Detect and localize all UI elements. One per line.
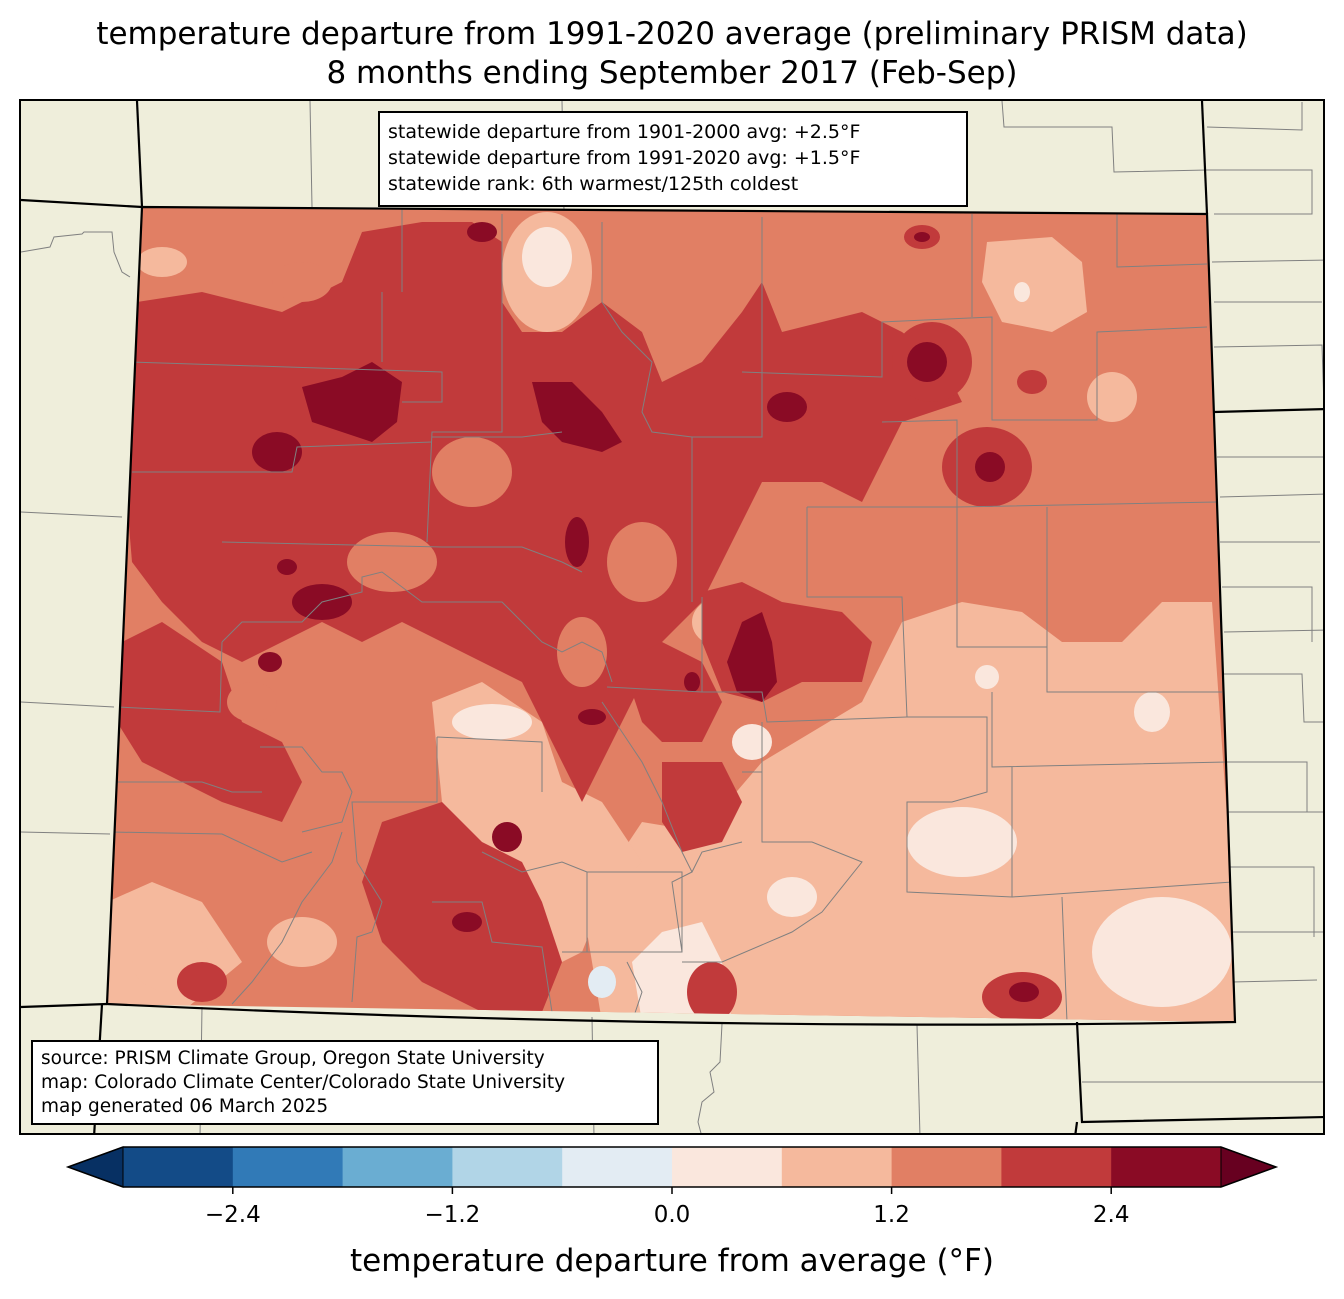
colorado-county-lines xyxy=(109,207,1233,1022)
colorbar-bins xyxy=(123,1147,1222,1187)
colorbar-bin-7 xyxy=(891,1147,1002,1187)
map-title-line-1: temperature departure from 1991-2020 ave… xyxy=(96,16,1248,52)
colorbar-bin-9 xyxy=(1111,1147,1222,1187)
stats-rank: statewide rank: 6th warmest/125th coldes… xyxy=(388,173,799,195)
map-credit: map: Colorado Climate Center/Colorado St… xyxy=(41,1072,566,1093)
map-panel xyxy=(19,99,1325,1135)
source-credit: source: PRISM Climate Group, Oregon Stat… xyxy=(41,1048,545,1069)
colorbar-tick-label: 2.4 xyxy=(1093,1202,1130,1228)
map-title-line-2: 8 months ending September 2017 (Feb-Sep) xyxy=(326,55,1018,91)
colorado-temperature-map xyxy=(21,101,1323,1133)
temperature-departure-field xyxy=(107,207,1235,1022)
colorbar-under-arrow xyxy=(66,1146,124,1188)
colorbar-tick-label: −1.2 xyxy=(424,1202,480,1228)
colorbar-bin-5 xyxy=(672,1147,783,1187)
colorbar-tick-label: 0.0 xyxy=(654,1202,691,1228)
statewide-stats-box: statewide departure from 1901-2000 avg: … xyxy=(378,111,968,207)
band-1p2-to-1p8-inner xyxy=(227,262,677,722)
colorbar-bin-8 xyxy=(1001,1147,1112,1187)
stats-departure-1991-2020: statewide departure from 1991-2020 avg: … xyxy=(388,147,861,169)
colorbar-tick-label: −2.4 xyxy=(205,1202,261,1228)
band-neg0p6-to-0 xyxy=(588,966,616,998)
colorbar-bin-2 xyxy=(342,1147,453,1187)
colorbar: −2.4 −1.2 0.0 1.2 2.4 xyxy=(65,1146,1279,1228)
colorbar-ticks: −2.4 −1.2 0.0 1.2 2.4 xyxy=(205,1187,1130,1228)
colorbar-bin-3 xyxy=(452,1147,563,1187)
stats-departure-1901-2000: statewide departure from 1901-2000 avg: … xyxy=(388,121,861,143)
map-generated-date: map generated 06 March 2025 xyxy=(41,1096,329,1117)
colorbar-over-arrow xyxy=(1220,1146,1278,1188)
colorbar-bin-6 xyxy=(781,1147,893,1187)
colorado-state-border xyxy=(105,205,1237,1026)
colorbar-tick-label: 1.2 xyxy=(873,1202,910,1228)
colorbar-label: temperature departure from average (°F) xyxy=(350,1243,994,1279)
colorbar-outline xyxy=(65,1146,1279,1188)
colorbar-bin-1 xyxy=(232,1147,344,1187)
band-2p4-to-3p0 xyxy=(252,222,1039,1002)
colorbar-bin-0 xyxy=(123,1147,234,1187)
colorbar-bin-4 xyxy=(562,1147,673,1187)
neighbor-county-lines xyxy=(21,101,1323,1133)
source-credits-box: source: PRISM Climate Group, Oregon Stat… xyxy=(31,1040,659,1125)
band-1p8-to-2p4 xyxy=(117,222,1062,1022)
